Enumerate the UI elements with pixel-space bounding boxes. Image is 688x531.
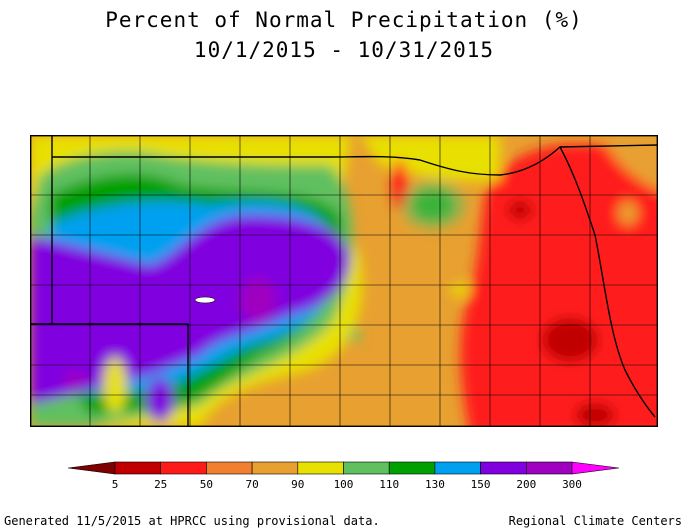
legend-tick-label: 100 bbox=[334, 478, 354, 491]
legend-tick-label: 200 bbox=[516, 478, 536, 491]
legend-tick-label: 50 bbox=[200, 478, 213, 491]
county-boundaries bbox=[30, 135, 658, 427]
map-title: Percent of Normal Precipitation (%) bbox=[105, 8, 583, 32]
legend-tick-label: 25 bbox=[154, 478, 167, 491]
legend-swatch bbox=[114, 461, 162, 475]
legend-tick-label: 150 bbox=[471, 478, 491, 491]
legend-tick-label: 300 bbox=[562, 478, 582, 491]
legend-tick-label: 110 bbox=[379, 478, 399, 491]
lake-outline bbox=[194, 296, 216, 304]
legend-tick-label: 5 bbox=[112, 478, 119, 491]
precipitation-map bbox=[30, 135, 658, 427]
legend-tick-label: 130 bbox=[425, 478, 445, 491]
legend-swatch bbox=[525, 461, 573, 475]
legend-swatch bbox=[434, 461, 481, 475]
legend-swatch bbox=[388, 461, 436, 475]
legend-high-arrow bbox=[571, 461, 620, 475]
legend-swatch bbox=[480, 461, 527, 475]
source-credit: Regional Climate Centers bbox=[508, 514, 682, 528]
color-legend: 5 25 50 70 90 100 110 130 150 200 300 bbox=[67, 461, 620, 491]
state-boundaries bbox=[30, 135, 658, 427]
legend-swatch bbox=[343, 461, 390, 475]
legend-tick-label: 70 bbox=[245, 478, 258, 491]
legend-tick-label: 90 bbox=[291, 478, 304, 491]
map-date-range: 10/1/2015 - 10/31/2015 bbox=[193, 38, 495, 62]
legend-low-arrow bbox=[67, 461, 116, 475]
legend-swatch bbox=[160, 461, 207, 475]
generated-note: Generated 11/5/2015 at HPRCC using provi… bbox=[4, 514, 380, 528]
legend-swatch bbox=[251, 461, 299, 475]
legend-swatch bbox=[206, 461, 253, 475]
precipitation-contours bbox=[30, 135, 658, 427]
legend-swatch bbox=[297, 461, 344, 475]
